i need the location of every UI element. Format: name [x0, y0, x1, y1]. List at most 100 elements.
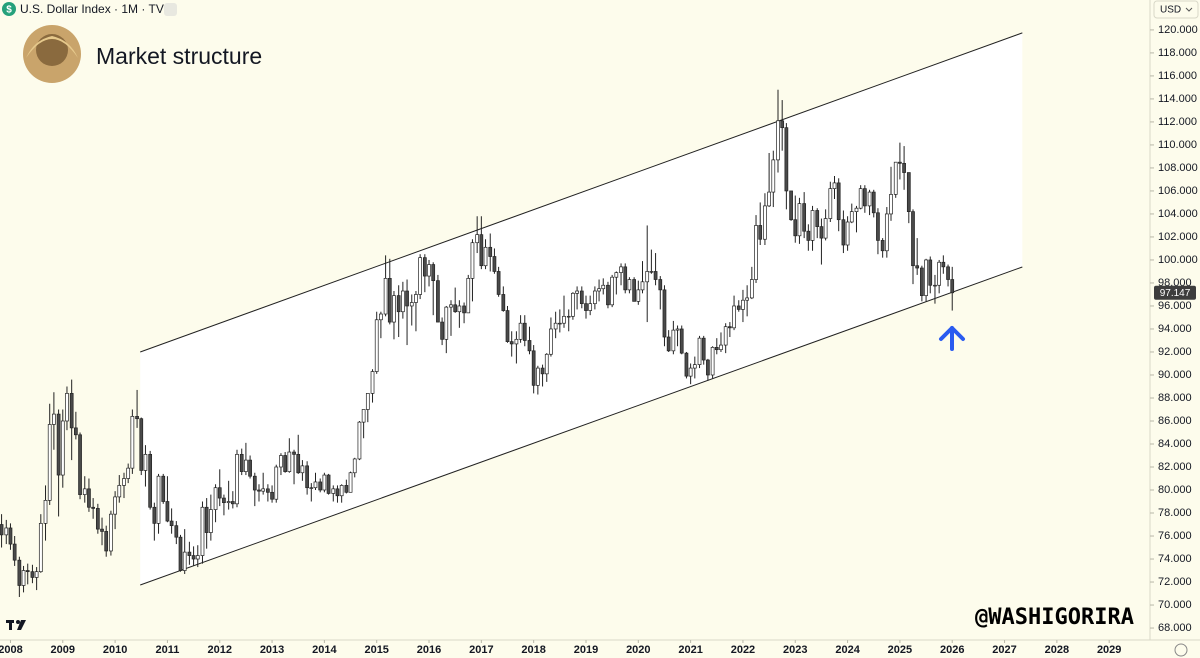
candle-body — [701, 337, 706, 361]
candle-body — [69, 393, 74, 429]
candle-body — [309, 487, 314, 489]
candle-body — [884, 213, 889, 252]
y-tick-label: 78.000 — [1158, 507, 1192, 519]
candle-body — [819, 226, 824, 239]
candle-body — [475, 234, 480, 244]
candle-body — [130, 416, 135, 469]
candle-body — [470, 242, 475, 279]
candle-body — [880, 240, 885, 252]
candle-body — [597, 288, 601, 292]
candle-body — [318, 481, 323, 491]
up-arrow — [939, 326, 965, 351]
candle-body — [540, 367, 545, 375]
y-tick-label: 72.000 — [1158, 576, 1192, 588]
candle-body — [575, 290, 579, 294]
candle-body — [920, 267, 924, 296]
candle-body — [710, 347, 715, 376]
y-tick-label: 110.000 — [1158, 139, 1197, 151]
candle-body — [562, 315, 566, 324]
candle-body — [588, 303, 593, 311]
candle-body — [230, 501, 235, 505]
candle-body — [113, 496, 117, 515]
candle-body — [361, 409, 366, 423]
candle-body — [109, 513, 113, 552]
candle-body — [283, 455, 287, 472]
candle-body — [95, 508, 100, 530]
candle-body — [65, 393, 69, 422]
candle-body — [305, 465, 309, 489]
candle-body — [566, 315, 571, 318]
x-tick-label: 2023 — [783, 644, 807, 656]
candle-body — [200, 506, 205, 556]
candle-body — [557, 322, 562, 325]
candle-body — [509, 341, 514, 345]
y-tick-label: 112.000 — [1158, 116, 1197, 128]
candle-body — [431, 264, 436, 282]
candle-body — [30, 571, 35, 578]
candle-body — [636, 289, 641, 302]
candle-body — [793, 219, 798, 237]
candle-body — [706, 359, 710, 376]
symbol-menu[interactable] — [164, 3, 177, 16]
candle-body — [379, 313, 383, 321]
candle-body — [514, 338, 519, 345]
settings-button[interactable] — [1174, 643, 1188, 657]
candle-body — [601, 284, 606, 290]
candle-body — [845, 221, 850, 246]
x-tick-label: 2015 — [364, 644, 388, 656]
candle-body — [414, 294, 418, 303]
y-tick-label: 92.000 — [1158, 346, 1192, 358]
candle-body — [52, 413, 56, 425]
candle-body — [135, 416, 139, 420]
candle-body — [43, 500, 48, 524]
x-tick-label: 2028 — [1045, 644, 1069, 656]
candle-body — [536, 367, 540, 386]
candle-body — [780, 120, 785, 129]
candle-body — [326, 474, 331, 494]
candle-body — [344, 485, 349, 493]
x-tick-label: 2011 — [155, 644, 179, 656]
candle-body — [867, 191, 872, 207]
candle-body — [810, 210, 815, 241]
candle-body — [619, 266, 623, 273]
candle-body — [871, 191, 876, 214]
symbol-label: U.S. Dollar Index · 1M · TVC — [20, 2, 173, 16]
candle-body — [365, 393, 370, 410]
candle-body — [789, 190, 793, 221]
candle-body — [911, 211, 915, 267]
candle-body — [248, 459, 252, 477]
candle-body — [436, 280, 440, 323]
candle-body — [479, 234, 484, 267]
candle-body — [632, 279, 636, 302]
candle-body — [754, 225, 758, 280]
candle-body — [274, 466, 279, 500]
candle-body — [758, 225, 763, 240]
candle-body — [235, 453, 239, 505]
y-tick-label: 118.000 — [1158, 47, 1197, 59]
x-tick-label: 2029 — [1097, 644, 1121, 656]
candle-body — [34, 571, 39, 578]
currency-button[interactable] — [1153, 0, 1199, 19]
candle-body — [933, 284, 937, 287]
candle-body — [815, 210, 820, 227]
x-tick-label: 2010 — [103, 644, 127, 656]
candle-body — [8, 527, 13, 545]
last-price-label: 97.147 — [1160, 288, 1191, 299]
candle-body — [405, 290, 409, 307]
candle-body — [614, 272, 619, 278]
candle-body — [292, 451, 296, 455]
y-tick-label: 90.000 — [1158, 369, 1192, 381]
y-tick-label: 102.000 — [1158, 231, 1198, 243]
x-tick-label: 2021 — [678, 644, 702, 656]
candle-body — [287, 451, 292, 472]
currency-label: USD — [1160, 5, 1181, 16]
candle-body — [745, 297, 749, 301]
candle-body — [858, 188, 863, 209]
candle-body — [348, 472, 353, 493]
candle-body — [195, 555, 200, 560]
candle-body — [645, 271, 650, 283]
candle-body — [828, 188, 833, 219]
symbol-icon — [2, 2, 16, 16]
candle-body — [662, 289, 667, 338]
